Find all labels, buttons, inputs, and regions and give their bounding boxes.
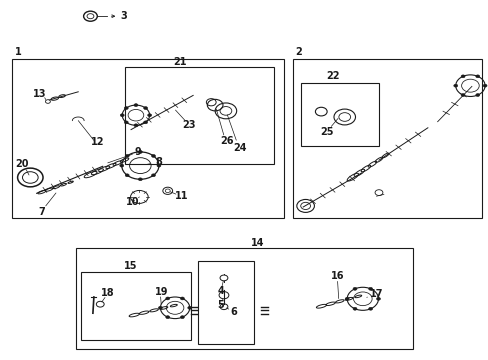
Text: 26: 26 [220,136,233,146]
Text: 24: 24 [232,143,246,153]
Text: 16: 16 [330,271,344,282]
Circle shape [45,100,50,103]
Text: 6: 6 [230,307,237,317]
Bar [293,59,481,218]
Text: 1: 1 [15,47,22,57]
Circle shape [138,150,142,153]
Text: 14: 14 [250,238,264,248]
Circle shape [151,174,155,177]
Text: 17: 17 [369,289,383,300]
Circle shape [460,75,464,78]
Text: 7: 7 [38,207,45,217]
Circle shape [134,104,138,107]
Text: 8: 8 [155,157,162,167]
Circle shape [180,297,184,300]
Circle shape [120,164,123,167]
Circle shape [453,84,457,87]
Circle shape [138,178,142,181]
Text: 9: 9 [134,147,141,157]
Circle shape [151,154,155,157]
Bar [198,261,254,344]
Circle shape [157,164,161,167]
Text: 19: 19 [154,287,168,297]
Circle shape [124,107,128,109]
Text: 22: 22 [326,71,340,81]
Circle shape [143,107,147,109]
Circle shape [475,94,479,96]
Text: 12: 12 [91,137,104,147]
Text: 3: 3 [120,11,127,21]
Text: 11: 11 [175,191,188,201]
Text: 23: 23 [182,120,195,130]
Circle shape [460,94,464,96]
Circle shape [352,287,356,290]
Circle shape [180,316,184,319]
Circle shape [376,297,380,300]
Circle shape [165,297,169,300]
Bar [124,67,273,164]
Circle shape [165,316,169,319]
Circle shape [143,121,147,124]
Circle shape [125,154,129,157]
Text: 4: 4 [217,286,224,296]
Bar [300,83,378,146]
Text: 5: 5 [217,300,224,310]
Text: 18: 18 [101,288,114,298]
Text: 20: 20 [15,159,29,169]
Circle shape [352,307,356,310]
Text: 21: 21 [173,57,186,67]
Circle shape [125,174,129,177]
Circle shape [187,306,191,309]
Circle shape [368,287,372,290]
Circle shape [120,114,124,117]
Circle shape [220,275,227,281]
Circle shape [475,75,479,78]
Circle shape [482,84,486,87]
Text: 25: 25 [319,127,333,137]
Text: 2: 2 [294,47,301,57]
Circle shape [124,121,128,124]
Bar [12,59,283,218]
Bar [76,248,412,349]
Text: 13: 13 [33,89,47,99]
Circle shape [345,297,348,300]
Circle shape [134,124,138,127]
Bar [81,272,190,340]
Circle shape [368,307,372,310]
Text: 15: 15 [124,261,138,271]
Text: 10: 10 [126,197,140,207]
Circle shape [158,306,162,309]
Circle shape [147,114,151,117]
